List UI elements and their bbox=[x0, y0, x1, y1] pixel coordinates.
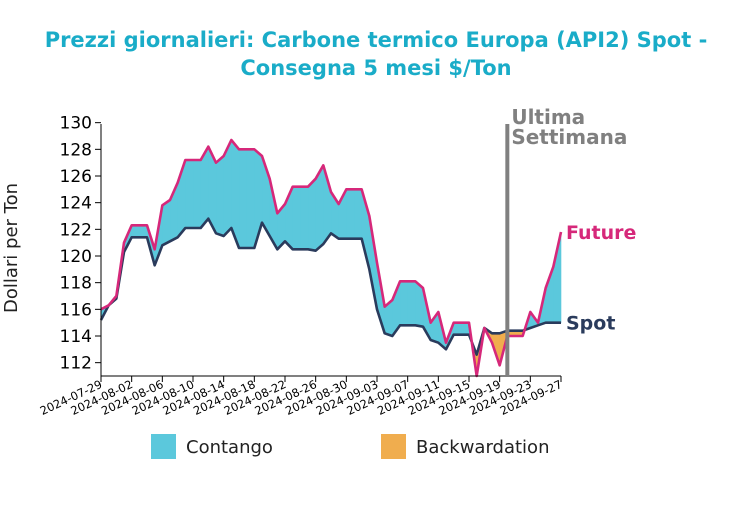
contango-fill-segment bbox=[353, 189, 362, 239]
contango-fill-segment bbox=[346, 189, 355, 239]
contango-fill-segment bbox=[185, 159, 194, 229]
y-tick-label: 130 bbox=[60, 114, 92, 134]
chart-title-line2: Consegna 5 mesi $/Ton bbox=[240, 56, 512, 80]
y-tick-label: 114 bbox=[60, 327, 92, 347]
chart-title-line1: Prezzi giornalieri: Carbone termico Euro… bbox=[44, 28, 708, 52]
series-label-spot: Spot bbox=[566, 313, 615, 335]
ultima-settimana-label-line2: Settimana bbox=[511, 125, 627, 149]
legend-label-backwardation: Backwardation bbox=[416, 437, 549, 458]
legend-swatch-backwardation bbox=[381, 434, 406, 459]
series-label-future: Future bbox=[566, 222, 636, 244]
contango-fill-segment bbox=[246, 149, 255, 249]
y-tick-label: 120 bbox=[60, 247, 92, 267]
y-tick-label: 118 bbox=[60, 274, 92, 294]
chart-title: Prezzi giornalieri: Carbone termico Euro… bbox=[0, 26, 752, 82]
contango-fill-segment bbox=[407, 281, 416, 326]
y-tick-label: 112 bbox=[60, 354, 92, 374]
contango-fill-segment bbox=[215, 155, 224, 237]
y-tick-label: 128 bbox=[60, 140, 92, 160]
legend-label-contango: Contango bbox=[186, 437, 273, 458]
contango-fill-segment bbox=[399, 281, 408, 326]
y-tick-label: 124 bbox=[60, 194, 92, 214]
contango-fill-segment bbox=[292, 186, 301, 250]
y-tick-label: 116 bbox=[60, 300, 92, 320]
contango-fill-segment bbox=[461, 322, 470, 335]
contango-fill-segment bbox=[162, 199, 171, 246]
contango-fill-segment bbox=[192, 159, 201, 229]
label-layer: Future Spot bbox=[566, 222, 636, 335]
contango-fill-segment bbox=[307, 177, 316, 252]
series-line-future bbox=[100, 138, 563, 378]
ultima-settimana-label-line1: Ultima bbox=[511, 105, 585, 129]
contango-fill-segment bbox=[238, 149, 247, 249]
contango-fill-segment bbox=[300, 186, 309, 250]
series-layer bbox=[99, 138, 563, 378]
legend: Contango Backwardation bbox=[151, 434, 549, 459]
contango-fill-segment bbox=[453, 322, 462, 335]
axes-layer: 1121141161181201221241261281302024-07-29… bbox=[38, 114, 564, 418]
contango-fill-segment bbox=[139, 225, 148, 238]
contango-fill-segment bbox=[131, 225, 140, 238]
y-tick-label: 126 bbox=[60, 167, 92, 187]
y-tick-label: 122 bbox=[60, 220, 92, 240]
legend-swatch-contango bbox=[151, 434, 176, 459]
y-axis-label: Dollari per Ton bbox=[1, 183, 22, 313]
